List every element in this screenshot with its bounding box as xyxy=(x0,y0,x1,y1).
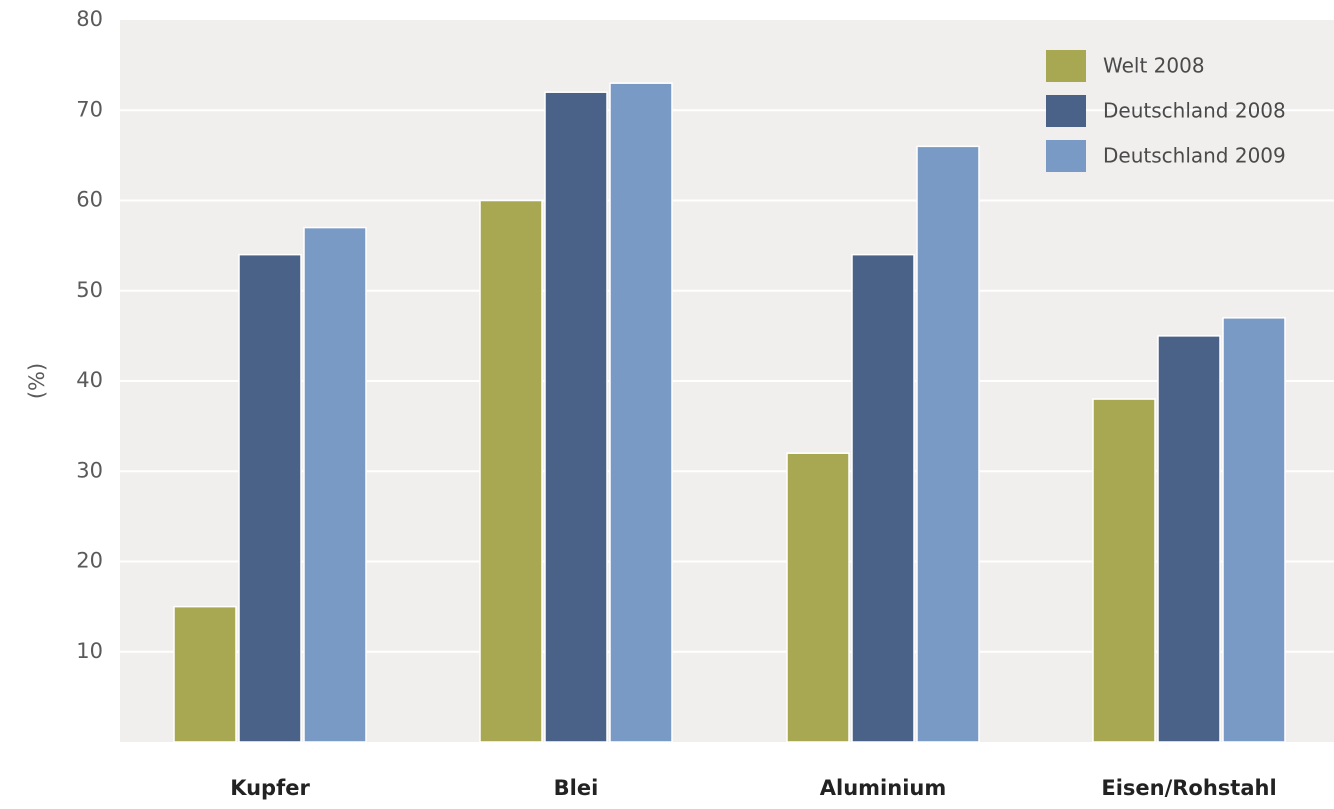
x-category-label: Blei xyxy=(554,776,599,800)
y-tick-label: 80 xyxy=(76,7,103,31)
x-category-label: Eisen/Rohstahl xyxy=(1101,776,1276,800)
legend-swatch xyxy=(1046,50,1086,82)
bar-aluminium-series-1 xyxy=(786,452,850,743)
y-tick-label: 50 xyxy=(76,278,103,302)
bar-aluminium-series-2 xyxy=(851,253,915,743)
bar-blei-series-1 xyxy=(479,199,543,743)
x-category-label: Aluminium xyxy=(820,776,946,800)
legend-swatch xyxy=(1046,140,1086,172)
bar-aluminium-series-3 xyxy=(916,145,980,743)
bar-kupfer-series-1 xyxy=(173,605,237,743)
y-tick-label: 20 xyxy=(76,549,103,573)
bar-eisen-rohstahl-series-2 xyxy=(1157,335,1221,743)
bar-eisen-rohstahl-series-3 xyxy=(1222,317,1286,743)
y-tick-label: 30 xyxy=(76,458,103,482)
x-category-label: Kupfer xyxy=(230,776,310,800)
x-axis-category-labels: Kupfer Blei Aluminium Eisen/Rohstahl xyxy=(230,776,1276,800)
bar-kupfer-series-2 xyxy=(238,253,302,743)
y-tick-label: 40 xyxy=(76,368,103,392)
bar-blei-series-3 xyxy=(609,82,673,743)
legend: Welt 2008 Deutschland 2008 Deutschland 200… xyxy=(1046,50,1286,172)
bar-eisen-rohstahl-series-1 xyxy=(1092,398,1156,743)
legend-label: Deutschland 2009 xyxy=(1103,144,1286,168)
y-axis-ticks: 10 20 30 40 50 60 70 80 xyxy=(76,7,103,663)
legend-label: Welt 2008 xyxy=(1103,54,1205,78)
y-tick-label: 60 xyxy=(76,188,103,212)
bar-blei-series-2 xyxy=(544,91,608,743)
bars xyxy=(173,82,1286,743)
legend-swatch xyxy=(1046,95,1086,127)
bar-kupfer-series-3 xyxy=(303,226,367,743)
y-tick-label: 70 xyxy=(76,97,103,121)
legend-label: Deutschland 2008 xyxy=(1103,99,1286,123)
y-tick-label: 10 xyxy=(76,639,103,663)
y-axis-title: (%) xyxy=(25,363,49,399)
